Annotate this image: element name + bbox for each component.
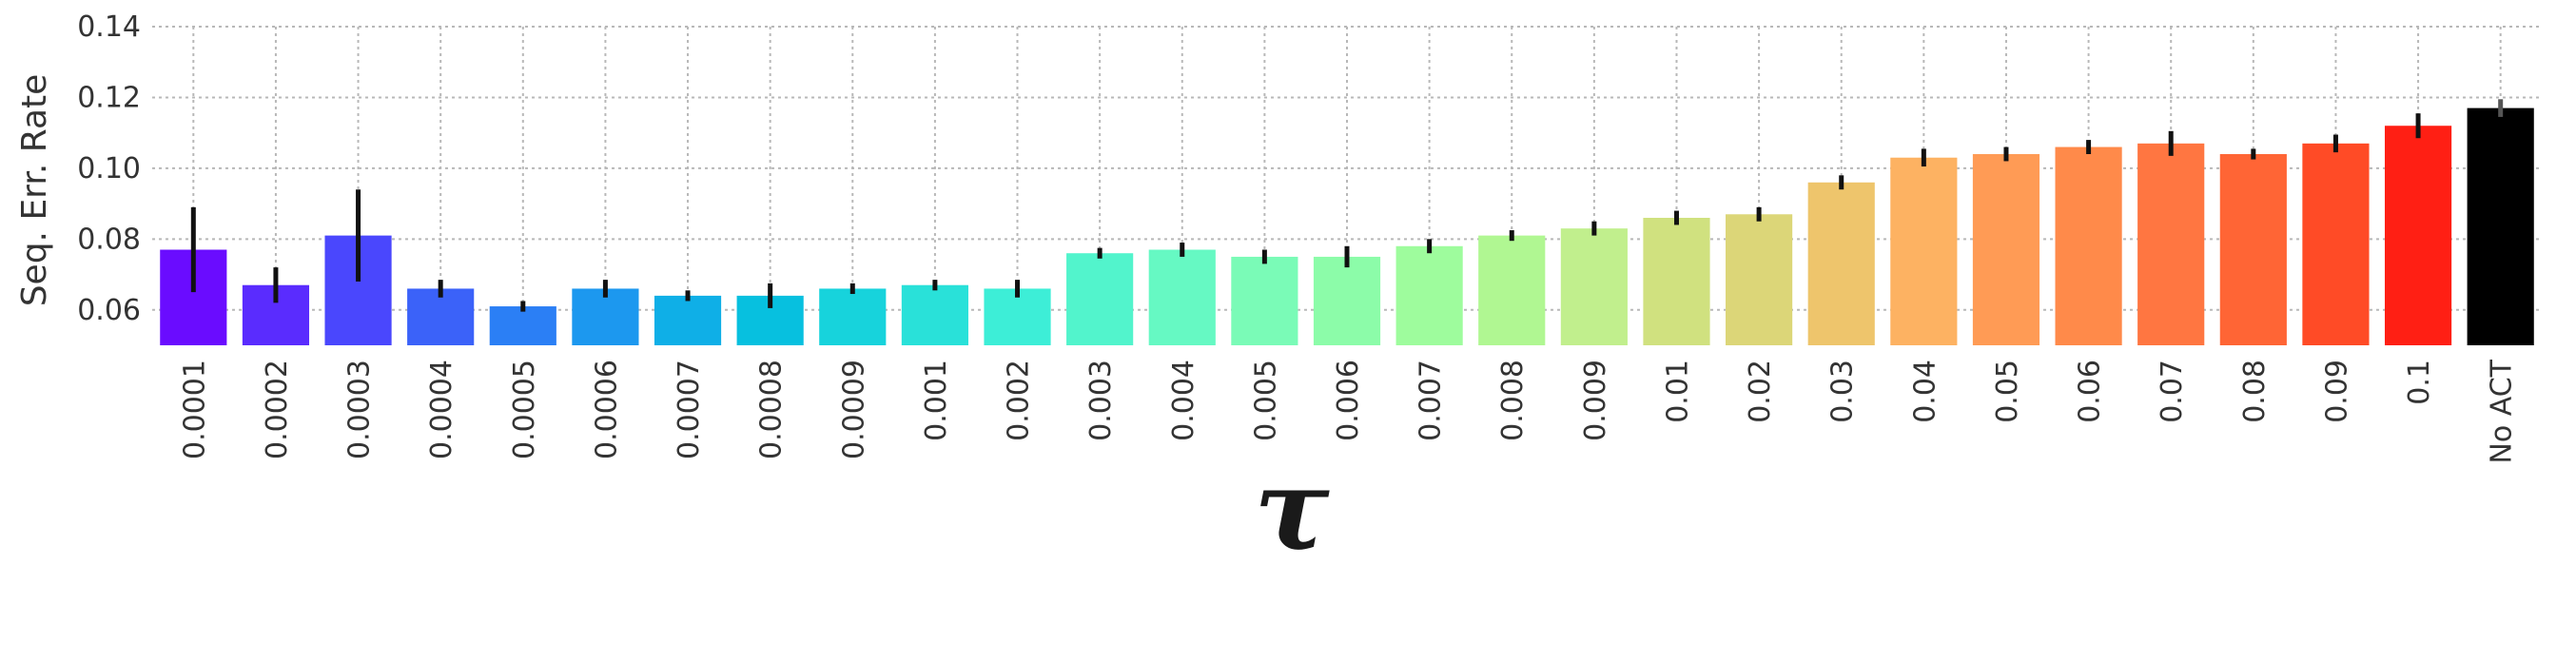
bar xyxy=(1395,245,1463,345)
x-tick-label: 0.006 xyxy=(1332,360,1365,441)
x-tick-label: 0.02 xyxy=(1744,360,1777,423)
bar xyxy=(1313,256,1381,345)
y-tick-labels: 0.06 0.08 0.10 0.12 0.14 xyxy=(77,10,141,327)
bar xyxy=(2384,126,2452,345)
x-axis-label: τ xyxy=(1254,443,1330,575)
x-tick-label: 0.008 xyxy=(1496,360,1530,441)
bar xyxy=(2302,143,2370,345)
bar xyxy=(1726,214,1793,345)
bar xyxy=(489,306,556,345)
bar xyxy=(1890,157,1958,345)
x-tick-label: 0.005 xyxy=(1249,360,1282,441)
x-tick-label: 0.009 xyxy=(1579,360,1612,441)
bar xyxy=(572,288,639,345)
bar xyxy=(1478,235,1546,345)
bar xyxy=(1148,249,1216,345)
bar xyxy=(984,288,1051,345)
bar xyxy=(901,284,968,345)
x-tick-label: 0.0007 xyxy=(673,360,706,459)
x-tick-label: 0.09 xyxy=(2320,360,2353,423)
x-tick-label: 0.03 xyxy=(1826,360,1860,423)
bar xyxy=(1560,228,1628,345)
x-tick-label: 0.0003 xyxy=(343,360,377,459)
x-tick-label: 0.0009 xyxy=(837,360,870,459)
x-tick-label: 0.0004 xyxy=(425,360,459,459)
x-tick-labels: 0.0001 0.0002 0.0003 0.0004 0.0005 0.0006 0.00… xyxy=(178,359,2518,463)
x-tick-label: 0.1 xyxy=(2403,360,2436,405)
bar xyxy=(1066,253,1134,345)
x-tick-label: 0.08 xyxy=(2238,360,2272,423)
x-tick-label: 0.01 xyxy=(1661,360,1694,423)
error-bars xyxy=(190,99,2504,312)
x-tick-label: 0.001 xyxy=(920,360,953,441)
bar xyxy=(654,295,722,345)
y-tick-label: 0.08 xyxy=(77,223,141,256)
bar xyxy=(1643,218,1710,345)
x-tick-label: No ACT xyxy=(2486,359,2519,463)
y-tick-label: 0.10 xyxy=(77,152,141,185)
x-tick-label: 0.07 xyxy=(2156,360,2189,423)
x-tick-label: 0.004 xyxy=(1167,360,1200,441)
y-tick-label: 0.12 xyxy=(77,81,141,114)
y-axis-label: Seq. Err. Rate xyxy=(15,74,54,307)
x-tick-label: 0.0001 xyxy=(178,360,211,459)
y-tick-label: 0.06 xyxy=(77,294,141,327)
bar xyxy=(1972,154,2040,345)
bar xyxy=(1807,182,1875,345)
x-tick-label: 0.003 xyxy=(1084,360,1118,441)
bar xyxy=(819,288,887,345)
bar xyxy=(1231,256,1298,345)
bar xyxy=(2219,154,2287,345)
y-tick-label: 0.14 xyxy=(77,10,141,44)
x-tick-label: 0.0005 xyxy=(508,360,541,459)
x-tick-label: 0.05 xyxy=(1991,360,2024,423)
x-tick-label: 0.06 xyxy=(2074,360,2107,423)
bar xyxy=(407,288,475,345)
x-tick-label: 0.007 xyxy=(1415,360,1448,441)
x-tick-label: 0.0006 xyxy=(590,360,623,459)
x-tick-label: 0.0008 xyxy=(755,360,789,459)
bar xyxy=(2467,107,2534,345)
x-tick-label: 0.0002 xyxy=(261,360,294,459)
x-tick-label: 0.002 xyxy=(1003,360,1036,441)
bars xyxy=(160,107,2534,345)
bar xyxy=(2137,143,2205,345)
bar xyxy=(2055,146,2122,345)
x-tick-label: 0.04 xyxy=(1908,360,1942,423)
